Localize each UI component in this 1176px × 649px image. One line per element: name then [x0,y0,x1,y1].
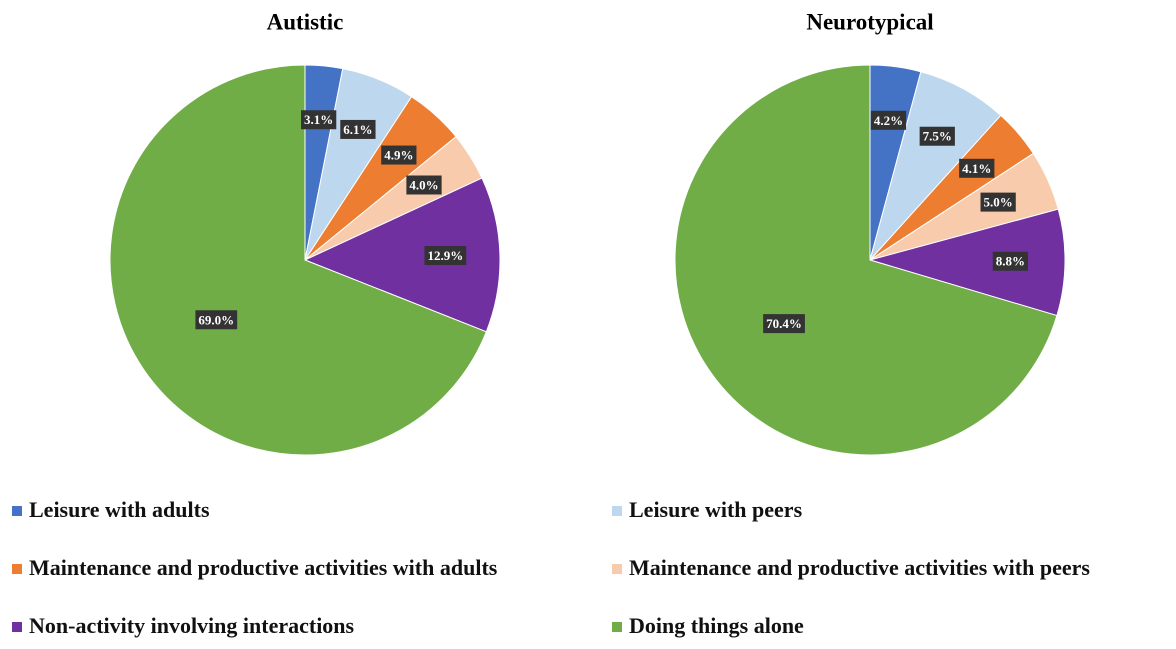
data-label-box [406,175,442,195]
data-label: 69.0% [195,310,238,330]
legend-label: Non-activity involving interactions [29,613,355,638]
data-label-text: 3.1% [304,112,333,127]
pie-slice [303,177,501,333]
data-label-text: 4.9% [384,148,413,163]
legend-swatch [12,506,22,516]
pie-slice [868,208,1066,317]
data-label-box [959,158,995,178]
data-label: 70.4% [763,314,805,334]
legend-swatch [12,622,22,632]
legend-label: Leisure with peers [629,497,803,522]
chart-title: Neurotypical [806,9,933,34]
data-label-text: 70.4% [766,316,802,331]
data-label-text: 69.0% [198,312,234,327]
data-label-text: 4.1% [962,161,991,176]
data-label-box [919,126,955,146]
data-label: 12.9% [424,246,467,266]
data-label-box [195,310,238,330]
data-label-box [381,145,417,165]
data-label-text: 12.9% [427,248,463,263]
data-label-text: 4.2% [874,113,903,128]
data-label-box [980,192,1016,212]
data-label: 5.0% [980,192,1016,212]
data-label: 7.5% [919,126,955,146]
data-label: 4.2% [870,110,907,130]
data-label: 4.9% [381,145,417,165]
data-label-box [301,110,337,130]
data-label: 4.0% [406,175,442,195]
legend-swatch [612,622,622,632]
legend-label: Leisure with adults [29,497,210,522]
pie-slice [109,64,487,456]
data-label-box [992,251,1029,271]
legend-swatch [612,506,622,516]
data-label: 4.1% [959,158,995,178]
chart-title: Autistic [267,9,344,34]
legend-label: Maintenance and productive activities wi… [629,555,1090,580]
pie-slice [674,64,1058,456]
data-label-box [870,110,907,130]
legend-swatch [12,564,22,574]
data-label: 3.1% [301,110,337,130]
data-label-box [763,314,805,334]
data-label: 6.1% [340,119,376,139]
legend-label: Doing things alone [629,613,804,638]
data-label-text: 7.5% [923,129,952,144]
legend-label: Maintenance and productive activities wi… [29,555,498,580]
data-label: 8.8% [992,251,1029,271]
data-label-box [424,246,467,266]
data-label-text: 8.8% [996,254,1025,269]
legend-swatch [612,564,622,574]
data-label-text: 5.0% [984,195,1013,210]
data-label-text: 6.1% [343,122,372,137]
data-label-box [340,119,376,139]
data-label-text: 4.0% [409,178,438,193]
